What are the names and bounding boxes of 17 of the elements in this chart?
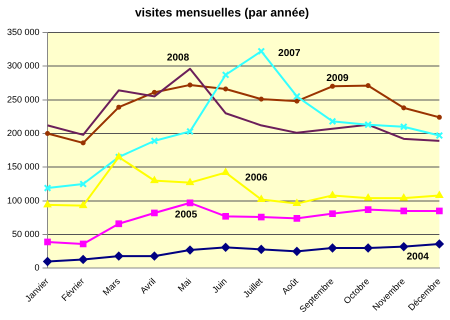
- y-tick-label: 100 000: [6, 195, 40, 206]
- chart-title: visites mensuelles (par année): [134, 6, 310, 20]
- series-label: 2007: [278, 48, 301, 60]
- y-tick-label: 250 000: [6, 94, 40, 104]
- series-label: 2009: [326, 73, 350, 84]
- y-tick-label: 150 000: [6, 162, 40, 172]
- y-tick-label: 350 000: [6, 26, 40, 37]
- series-label: 2004: [406, 251, 430, 262]
- series-label: 2005: [174, 210, 198, 221]
- series-label: 2006: [245, 172, 268, 184]
- y-tick-label: 200 000: [6, 128, 40, 138]
- series-label: 2008: [166, 52, 190, 64]
- x-tick-label: Mai: [176, 276, 194, 294]
- y-tick-label: 0: [34, 262, 40, 273]
- y-tick-label: 300 000: [6, 60, 40, 71]
- y-tick-label: 50 000: [12, 229, 40, 240]
- x-tick-label: Juin: [210, 276, 229, 295]
